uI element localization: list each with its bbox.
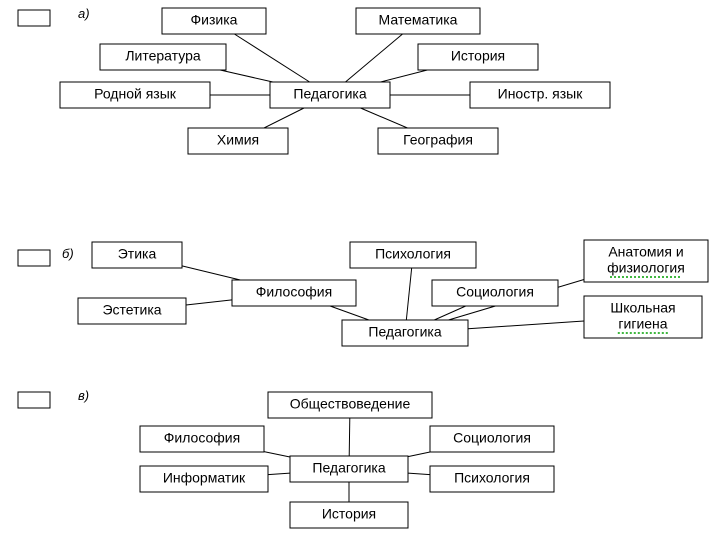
edge-a_center-a_geo: [361, 108, 408, 128]
node-text-b_soc: Социология: [456, 284, 534, 300]
edge-a_center-a_ist: [381, 70, 428, 82]
node-text-a_him: Химия: [217, 132, 259, 148]
node-b_psi: Психология: [350, 242, 476, 268]
node-text-b_fil: Философия: [256, 284, 332, 300]
node-b_ana: Анатомия ифизиология: [584, 240, 708, 282]
edge-b_fil-b_eti: [182, 266, 240, 280]
node-text-a_rod: Родной язык: [94, 86, 177, 102]
node-text-a_ist: История: [451, 48, 505, 64]
edge-c_ped-c_psi: [408, 473, 430, 475]
node-c_inf: Информатик: [140, 466, 268, 492]
node-text-b_gig-1: гигиена: [618, 316, 667, 332]
node-text-a_mat: Математика: [379, 12, 458, 28]
node-a_fiz: Физика: [162, 8, 266, 34]
edge-a_center-a_lit: [220, 70, 273, 82]
node-text-c_inf: Информатик: [163, 470, 246, 486]
section-marker-b: [18, 250, 50, 266]
node-b_est: Эстетика: [78, 298, 186, 324]
node-c_soc: Социология: [430, 426, 554, 452]
edge-a_center-a_fiz: [234, 34, 309, 82]
node-c_ist: История: [290, 502, 408, 528]
section-label-c: в): [78, 388, 89, 403]
edge-c_ped-c_soc: [408, 452, 430, 457]
node-b_soc: Социология: [432, 280, 558, 306]
edge-b_ped-b_gig: [468, 321, 584, 329]
node-text-b_eti: Этика: [118, 246, 157, 262]
node-text-a_fiz: Физика: [191, 12, 238, 28]
edge-a_center-a_mat: [345, 34, 402, 82]
node-b_fil: Философия: [232, 280, 356, 306]
node-a_ist: История: [418, 44, 538, 70]
node-text-c_fil: Философия: [164, 430, 240, 446]
edge-c_ped-c_obs: [349, 418, 350, 456]
node-b_gig: Школьнаягигиена: [584, 296, 702, 338]
node-a_center: Педагогика: [270, 82, 390, 108]
edge-b_fil-b_est: [186, 300, 232, 305]
node-a_ino: Иностр. язык: [470, 82, 610, 108]
node-a_lit: Литература: [100, 44, 226, 70]
node-text-a_geo: География: [403, 132, 473, 148]
node-c_fil: Философия: [140, 426, 264, 452]
node-text-c_psi: Психология: [454, 470, 530, 486]
edge-a_center-a_him: [264, 108, 304, 128]
section-label-a: а): [78, 6, 90, 21]
node-c_obs: Обществоведение: [268, 392, 432, 418]
node-c_ped: Педагогика: [290, 456, 408, 482]
node-text-c_obs: Обществоведение: [290, 396, 411, 412]
section-marker-c: [18, 392, 50, 408]
node-text-b_ped: Педагогика: [368, 324, 441, 340]
node-text-c_soc: Социология: [453, 430, 531, 446]
node-text-b_ana-1: физиология: [607, 260, 685, 276]
node-b_ped: Педагогика: [342, 320, 468, 346]
node-text-b_est: Эстетика: [102, 302, 161, 318]
node-a_geo: География: [378, 128, 498, 154]
edge-b_fil-b_ped: [330, 306, 369, 320]
node-text-b_gig-0: Школьная: [610, 300, 675, 316]
node-c_psi: Психология: [430, 466, 554, 492]
node-text-c_ped: Педагогика: [312, 460, 385, 476]
node-a_him: Химия: [188, 128, 288, 154]
node-b_eti: Этика: [92, 242, 182, 268]
edge-c_ped-c_fil: [264, 452, 290, 457]
section-marker-a: [18, 10, 50, 26]
edge-c_ped-c_inf: [268, 473, 290, 475]
node-text-b_ana-0: Анатомия и: [608, 244, 683, 260]
node-text-b_psi: Психология: [375, 246, 451, 262]
node-a_rod: Родной язык: [60, 82, 210, 108]
section-label-b: б): [62, 246, 74, 261]
node-text-a_ino: Иностр. язык: [498, 86, 584, 102]
edge-b_ped-b_soc: [434, 306, 466, 320]
edge-b_ped-b_psi: [406, 268, 411, 320]
node-a_mat: Математика: [356, 8, 480, 34]
node-text-a_center: Педагогика: [293, 86, 366, 102]
node-text-c_ist: История: [322, 506, 376, 522]
node-text-a_lit: Литература: [125, 48, 201, 64]
